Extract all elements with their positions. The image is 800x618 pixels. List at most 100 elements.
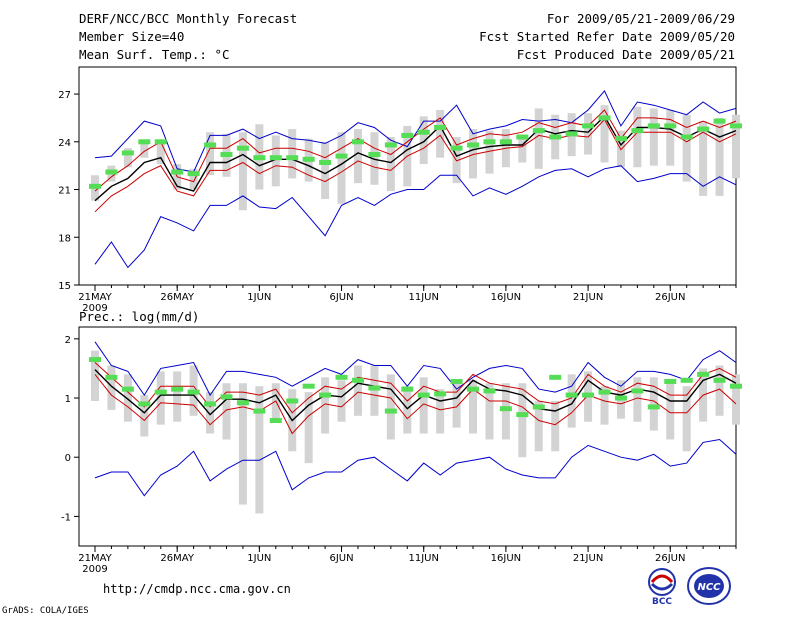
temp-observation-marker bbox=[368, 152, 381, 158]
prec-spread-bar bbox=[238, 383, 247, 505]
prec-observation-marker bbox=[713, 377, 726, 383]
forecast-period: For 2009/05/21-2009/06/29 bbox=[546, 11, 735, 26]
temp-observation-marker bbox=[121, 150, 134, 156]
prec-observation-marker bbox=[286, 398, 299, 404]
variable-label: Mean Surf. Temp.: °C bbox=[79, 47, 230, 62]
temp-x-year-label: 2009 bbox=[82, 303, 107, 314]
temp-observation-marker bbox=[220, 152, 233, 158]
temp-observation-marker bbox=[467, 142, 480, 148]
temp-x-tick-label: 21JUN bbox=[573, 292, 603, 303]
temp-x-tick-label: 11JUN bbox=[408, 292, 438, 303]
prec-spread-bar bbox=[518, 383, 527, 458]
prec-observation-marker bbox=[532, 404, 545, 410]
prec-plot-frame bbox=[78, 326, 737, 547]
temp-observation-marker bbox=[105, 169, 118, 175]
prec-spread-bar bbox=[321, 377, 330, 434]
prec-observation-marker bbox=[335, 374, 348, 380]
prec-observation-marker bbox=[614, 395, 627, 401]
prec-observation-marker bbox=[565, 392, 578, 398]
temp-mean-line bbox=[94, 115, 737, 202]
temp-observation-marker bbox=[582, 123, 595, 129]
temp-spread-bar bbox=[436, 109, 445, 158]
prec-observation-marker bbox=[89, 357, 101, 363]
temp-spread-bar bbox=[123, 148, 132, 168]
temp-observation-marker bbox=[631, 128, 644, 134]
prec-observation-marker bbox=[368, 385, 381, 391]
temp-observation-marker bbox=[434, 124, 447, 130]
prec-spread-bar bbox=[501, 383, 510, 440]
temp-observation-marker bbox=[138, 139, 151, 145]
prec-spread-bar bbox=[304, 392, 313, 464]
temp-observation-marker bbox=[697, 126, 710, 132]
prec-x-year-label: 2009 bbox=[82, 564, 107, 575]
prec-y-tick-label: -1 bbox=[61, 512, 71, 523]
prec-y-tick-label: 2 bbox=[65, 335, 71, 346]
ncc-logo: NCC bbox=[686, 566, 732, 606]
prec-observation-marker bbox=[549, 374, 562, 380]
prec-spread-bar bbox=[732, 374, 740, 425]
prec-spread-bar bbox=[419, 377, 428, 434]
prec-observation-marker bbox=[631, 388, 644, 394]
prec-observation-marker bbox=[105, 374, 118, 380]
temp-spread-bar bbox=[699, 121, 708, 196]
prec-spread-bar bbox=[140, 395, 149, 437]
prec-observation-marker bbox=[582, 392, 595, 398]
temp-spread-bar bbox=[271, 135, 280, 187]
prec-spread-bar bbox=[222, 383, 231, 440]
prec-spread-bar bbox=[337, 380, 346, 422]
temp-x-tick-label: 16JUN bbox=[491, 292, 521, 303]
temp-observation-marker bbox=[450, 145, 463, 151]
prec-spread-bar bbox=[206, 392, 215, 434]
prec-spread-bar bbox=[452, 383, 461, 428]
temp-std-lower-line bbox=[94, 118, 737, 213]
temp-spread-bar bbox=[469, 129, 478, 179]
temp-spread-bar bbox=[485, 130, 494, 174]
prec-observation-marker bbox=[204, 401, 217, 407]
prec-spread-bar bbox=[123, 374, 132, 422]
prec-spread-bar bbox=[567, 374, 576, 428]
temp-spread-bar bbox=[386, 137, 395, 192]
temp-observation-marker bbox=[187, 171, 200, 177]
prec-std-lower-line bbox=[94, 374, 737, 435]
temp-observation-marker bbox=[401, 132, 414, 138]
temp-x-tick-label: 1JUN bbox=[247, 292, 271, 303]
temp-observation-marker bbox=[171, 169, 184, 175]
prec-observation-marker bbox=[187, 389, 200, 395]
prec-spread-bar bbox=[682, 386, 691, 452]
temp-observation-marker bbox=[335, 153, 348, 159]
temp-spread-bar bbox=[584, 113, 593, 155]
prec-observation-marker bbox=[269, 418, 282, 424]
temp-spread-bar bbox=[238, 132, 247, 211]
temp-max-line bbox=[94, 89, 737, 173]
temp-observation-marker bbox=[253, 155, 266, 161]
prec-spread-bar bbox=[173, 371, 182, 422]
temp-observation-marker bbox=[319, 159, 332, 165]
prec-observation-marker bbox=[121, 386, 134, 392]
temp-y-tick-label: 21 bbox=[58, 186, 71, 197]
temp-spread-bar bbox=[633, 106, 642, 168]
temp-observation-marker bbox=[680, 134, 693, 140]
prec-observation-marker bbox=[302, 383, 315, 389]
prec-observation-marker bbox=[730, 383, 742, 389]
prec-observation-marker bbox=[236, 400, 249, 406]
temp-spread-bar bbox=[518, 135, 527, 163]
temp-spread-bar bbox=[321, 141, 330, 200]
temp-spread-bar bbox=[600, 105, 609, 163]
prec-spread-bar bbox=[370, 365, 379, 416]
prec-spread-bar bbox=[271, 383, 280, 422]
temperature-panel: 15 18 21 24 27 21MAY 26MAY 1JUN 6JUN 11JUN 16JUN 21… bbox=[58, 66, 742, 314]
temp-observation-marker bbox=[565, 131, 578, 137]
temp-x-tick-label: 26JUN bbox=[655, 292, 685, 303]
prec-observation-marker bbox=[154, 389, 167, 395]
prec-observation-marker bbox=[220, 394, 233, 400]
ncc-logo-text: NCC bbox=[697, 582, 721, 593]
chart-title: DERF/NCC/BCC Monthly Forecast bbox=[79, 11, 298, 26]
temp-observation-marker bbox=[89, 183, 101, 189]
temp-spread-bar bbox=[419, 116, 428, 165]
prec-observation-marker bbox=[384, 408, 397, 414]
temp-spread-bar bbox=[732, 114, 740, 179]
temp-observation-marker bbox=[664, 123, 677, 129]
temp-observation-marker bbox=[499, 139, 512, 145]
bcc-logo-text: BCC bbox=[652, 597, 672, 606]
